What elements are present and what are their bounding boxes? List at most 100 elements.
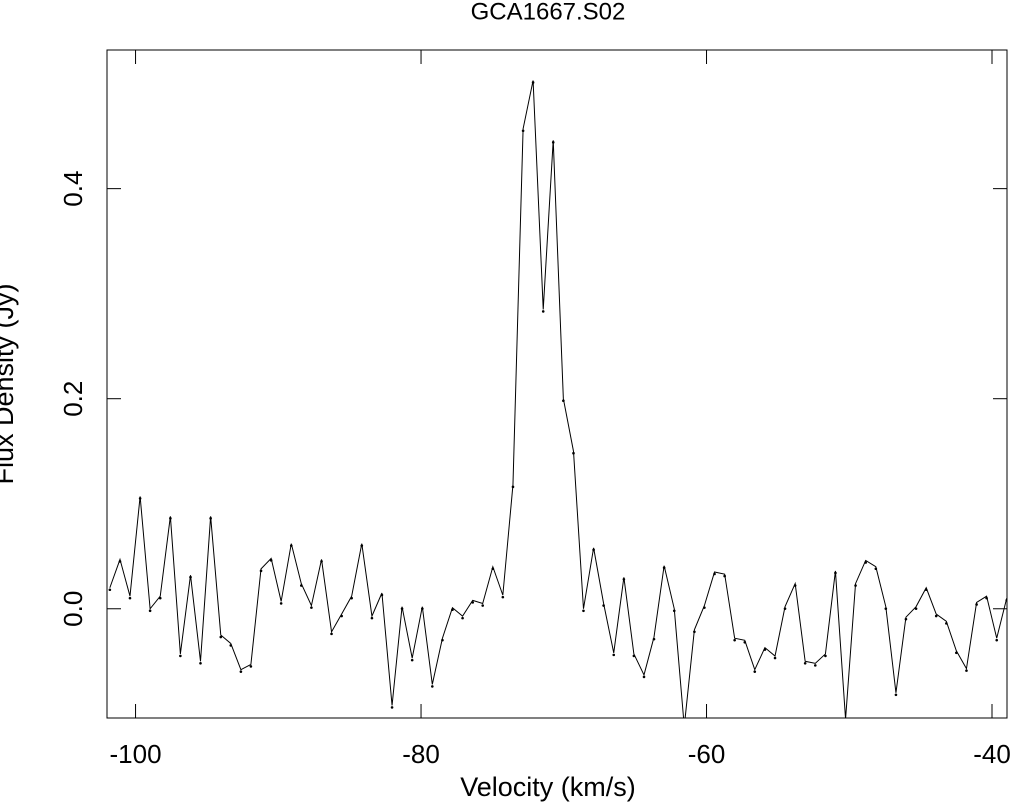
spectrum-line	[109, 80, 1007, 718]
data-point	[350, 596, 353, 600]
data-point	[410, 658, 414, 662]
data-point	[763, 648, 767, 651]
data-point	[904, 617, 908, 621]
data-point	[501, 595, 505, 599]
data-point	[733, 638, 736, 642]
data-point	[864, 561, 867, 564]
data-point	[189, 575, 192, 579]
data-point	[551, 141, 555, 144]
data-point	[128, 596, 132, 600]
data-point	[844, 720, 847, 723]
data-point	[562, 399, 565, 403]
data-point	[703, 606, 706, 609]
data-point	[803, 661, 807, 665]
data-point	[965, 669, 968, 672]
data-point	[451, 608, 454, 612]
y-tick-label: 0.0	[58, 591, 88, 627]
data-point	[169, 517, 172, 520]
data-point	[612, 653, 616, 657]
data-point	[209, 517, 212, 520]
data-point	[622, 577, 626, 581]
x-tick-label: -80	[402, 739, 440, 769]
data-point	[461, 616, 464, 620]
data-point	[279, 602, 283, 605]
data-point	[229, 644, 233, 647]
y-tick-label: 0.4	[58, 171, 88, 207]
data-point	[108, 588, 112, 592]
data-point	[148, 609, 152, 613]
data-point	[511, 485, 515, 489]
data-point	[531, 81, 535, 84]
data-point	[380, 593, 384, 597]
data-point	[400, 607, 404, 610]
data-point	[602, 604, 605, 607]
data-point	[652, 637, 656, 641]
data-point	[753, 670, 757, 673]
x-axis-label: Velocity (km/s)	[460, 772, 636, 802]
data-point	[340, 614, 343, 618]
data-point	[642, 675, 646, 679]
data-point	[289, 544, 293, 547]
data-point	[945, 622, 948, 625]
data-point	[793, 584, 797, 587]
data-point	[330, 632, 333, 636]
data-point	[924, 588, 928, 592]
data-point	[632, 654, 636, 658]
data-point	[955, 651, 958, 655]
data-point	[299, 584, 303, 587]
data-point	[541, 310, 545, 313]
data-point	[481, 604, 485, 607]
data-point	[874, 567, 878, 571]
data-point	[934, 614, 938, 618]
data-point	[592, 548, 595, 552]
data-point	[713, 572, 716, 576]
plot-area	[108, 80, 1007, 730]
data-point	[582, 609, 585, 613]
data-point	[310, 606, 313, 609]
data-point	[783, 607, 787, 610]
data-point	[824, 654, 827, 658]
data-point	[158, 596, 162, 600]
data-point	[773, 656, 777, 660]
data-point	[320, 560, 323, 563]
data-point	[975, 603, 978, 606]
data-point	[269, 559, 273, 562]
data-point	[249, 665, 253, 668]
data-point	[199, 661, 202, 665]
data-point	[985, 596, 988, 600]
plot-frame	[106, 49, 1008, 719]
data-point	[370, 616, 374, 620]
data-point	[995, 638, 999, 642]
data-point	[894, 693, 898, 697]
data-point	[813, 664, 817, 667]
data-point	[360, 544, 364, 547]
data-point	[914, 607, 918, 610]
data-point	[179, 654, 182, 658]
data-point	[390, 706, 394, 709]
data-point	[431, 685, 434, 688]
data-point	[572, 451, 575, 455]
x-tick-label: -60	[688, 739, 726, 769]
x-tick-label: -40	[973, 739, 1011, 769]
data-point	[723, 574, 726, 578]
data-point	[884, 607, 888, 610]
data-point	[259, 569, 263, 573]
data-point	[471, 601, 475, 604]
data-point	[743, 640, 747, 644]
data-point	[219, 635, 223, 639]
data-point	[1005, 598, 1007, 602]
data-point	[854, 584, 857, 587]
data-point	[491, 567, 495, 571]
data-point	[693, 630, 696, 634]
x-tick-label: -100	[110, 739, 162, 769]
data-point	[662, 566, 666, 570]
y-axis-label: Flux Density (Jy)	[0, 283, 19, 484]
data-point	[239, 670, 243, 673]
data-point	[672, 609, 676, 613]
data-point	[118, 560, 122, 563]
chart-title: GCA1667.S02	[471, 0, 626, 25]
data-point	[683, 727, 686, 730]
data-point	[138, 497, 142, 500]
